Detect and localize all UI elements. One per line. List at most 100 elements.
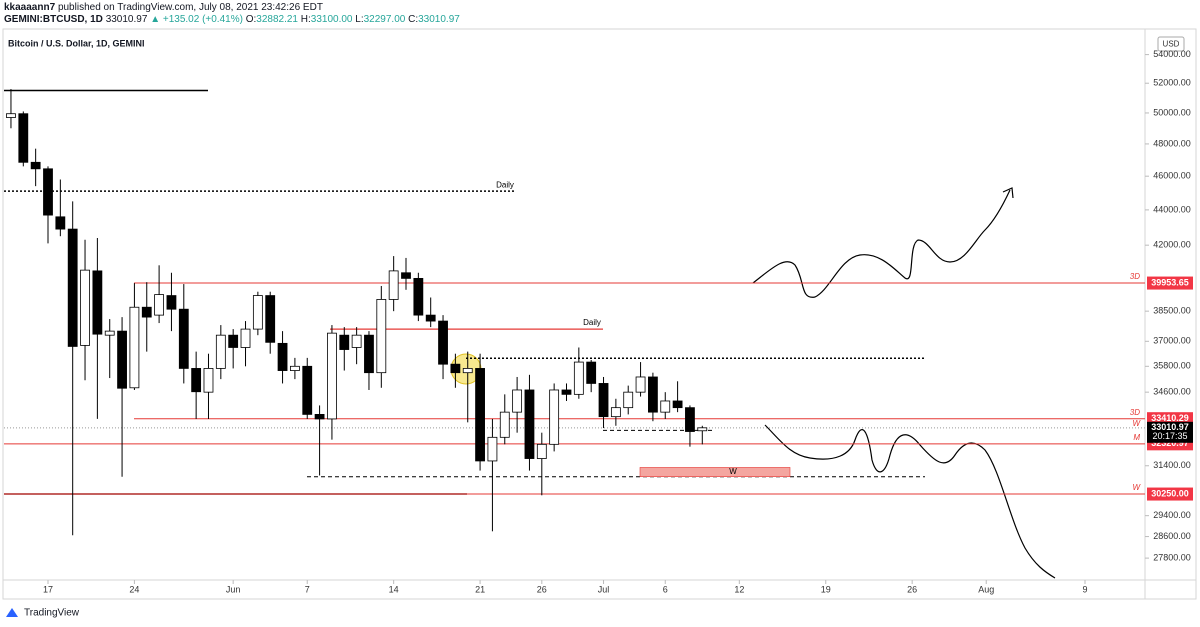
price-label: 33410.29 <box>1151 413 1189 423</box>
candle-body <box>586 361 597 384</box>
x-tick-label: 6 <box>663 584 668 594</box>
candle-body <box>685 407 695 432</box>
candle-body <box>648 376 658 413</box>
candle-body <box>672 400 683 409</box>
y-tick-label: 44000.00 <box>1153 204 1191 214</box>
x-tick-label: 26 <box>907 584 917 594</box>
candle-body <box>141 306 152 318</box>
zone-label: W <box>729 467 737 476</box>
candle-body <box>536 443 547 459</box>
zone <box>639 467 791 478</box>
chart-title: Bitcoin / U.S. Dollar, 1D, GEMINI <box>8 38 145 48</box>
l-value: 32297.00 <box>363 14 406 25</box>
last: 33010.97 <box>105 14 148 25</box>
x-tick-label: 26 <box>537 584 547 594</box>
candle-body <box>462 368 473 374</box>
footer: TradingView <box>24 608 80 619</box>
candle-body <box>252 295 263 330</box>
x-tick-label: 21 <box>475 584 485 594</box>
price-label: 39953.65 <box>1151 277 1189 287</box>
candle-body <box>30 161 41 170</box>
candle-body <box>80 269 90 346</box>
candle-body <box>660 400 671 413</box>
candle-body <box>573 361 584 395</box>
candle-body <box>18 113 29 163</box>
candle-body <box>43 168 53 216</box>
l-label: L: <box>355 14 364 25</box>
candle-body <box>277 342 288 371</box>
x-tick-label: Jun <box>226 584 241 594</box>
logo: TradingView <box>6 608 80 619</box>
y-tick-label: 34600.00 <box>1153 387 1191 397</box>
candle-body <box>401 272 411 279</box>
y-tick-label: 35800.00 <box>1153 361 1191 371</box>
o-value: 32882.21 <box>256 14 298 25</box>
level-tag: 3D <box>1130 272 1140 281</box>
y-tick-label: 31400.00 <box>1153 460 1191 470</box>
candle-body <box>549 389 560 445</box>
candle-body <box>425 314 436 322</box>
candle-body <box>388 270 399 300</box>
candle-body <box>6 113 16 118</box>
candle-body <box>240 328 251 348</box>
y-tick-label: 54000.00 <box>1153 49 1191 59</box>
candle-body <box>610 407 621 418</box>
projection-down <box>764 424 1056 579</box>
price-label-box <box>1147 276 1193 290</box>
ohlc: O:32882.21 H:33100.00 L:32297.00 C:33010… <box>246 14 460 25</box>
x-tick-label: Jul <box>598 584 610 594</box>
price-label-box <box>1147 487 1193 501</box>
symbol: GEMINI:BTCUSD, 1D <box>4 14 103 25</box>
candles <box>6 89 708 536</box>
last-price-label: 33010.97 <box>1151 422 1189 432</box>
candle-body <box>512 389 523 413</box>
candle-body <box>154 294 165 316</box>
h-label: H: <box>300 14 311 25</box>
projection-up <box>752 187 1014 298</box>
y-tick-label: 52000.00 <box>1153 78 1191 88</box>
candle-body <box>475 368 485 462</box>
published: published on TradingView.com, July 08, 2… <box>57 2 323 13</box>
candle-body <box>215 334 226 369</box>
author: kkaaaann7 <box>4 2 56 13</box>
x-tick-label: Aug <box>978 584 994 594</box>
y-tick-label: 28600.00 <box>1153 531 1191 541</box>
candle-body <box>450 363 461 374</box>
candle-body <box>228 334 239 348</box>
logo-mark <box>6 608 18 617</box>
x-tick-label: 7 <box>305 584 310 594</box>
y-tick-label: 29400.00 <box>1153 510 1191 520</box>
candle-body <box>623 391 634 409</box>
candle-body <box>129 306 140 389</box>
y-tick-label: 46000.00 <box>1153 171 1191 181</box>
candle-body <box>561 389 572 395</box>
candle-body <box>178 308 189 369</box>
y-tick-label: 50000.00 <box>1153 107 1191 117</box>
y-tick-label: 38500.00 <box>1153 306 1191 316</box>
countdown: 20:17:35 <box>1152 431 1187 441</box>
y-tick-label: 42000.00 <box>1153 240 1191 250</box>
y-tick-label: 37000.00 <box>1153 336 1191 346</box>
candle-body <box>191 368 202 393</box>
candle-body <box>438 320 448 365</box>
level-tag: W <box>1132 419 1141 428</box>
header: kkaaaann7 published on TradingView.com, … <box>4 2 460 26</box>
y-tick-label: 48000.00 <box>1153 138 1191 148</box>
y-tick-label: 27800.00 <box>1153 552 1191 562</box>
candle-body <box>376 299 387 374</box>
level-tag: 3D <box>1130 408 1140 417</box>
x-tick-label: 12 <box>734 584 744 594</box>
level-note: Daily <box>583 318 601 327</box>
header-line: kkaaaann7 published on TradingView.com, … <box>4 2 460 14</box>
candle-body <box>314 414 325 420</box>
candle-body <box>117 330 127 389</box>
c-value: 33010.97 <box>418 14 460 25</box>
unit-box <box>1157 36 1185 52</box>
candle-body <box>524 389 535 459</box>
price-label: 30250.00 <box>1151 488 1189 498</box>
candle-body <box>339 334 350 350</box>
candle-body <box>697 427 708 432</box>
x-tick-label: 14 <box>389 584 399 594</box>
